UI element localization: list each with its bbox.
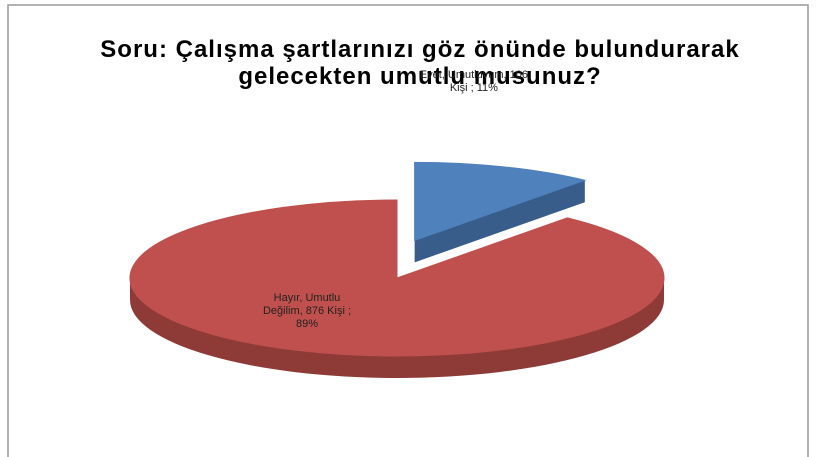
pie-slice-side bbox=[130, 278, 664, 378]
chart-title: Soru: Çalışma şartlarınızı göz önünde bu… bbox=[100, 36, 740, 90]
data-label: Hayır, Umutlu Değilim, 876 Kişi ; 89% bbox=[262, 292, 352, 330]
pie-slice bbox=[414, 161, 587, 242]
pie-slice-face bbox=[414, 180, 585, 263]
pie-slice bbox=[129, 199, 665, 357]
data-label: Evet, Umutluyum, 106 Kişi ; 11% bbox=[419, 68, 528, 94]
chart-border bbox=[7, 4, 809, 457]
